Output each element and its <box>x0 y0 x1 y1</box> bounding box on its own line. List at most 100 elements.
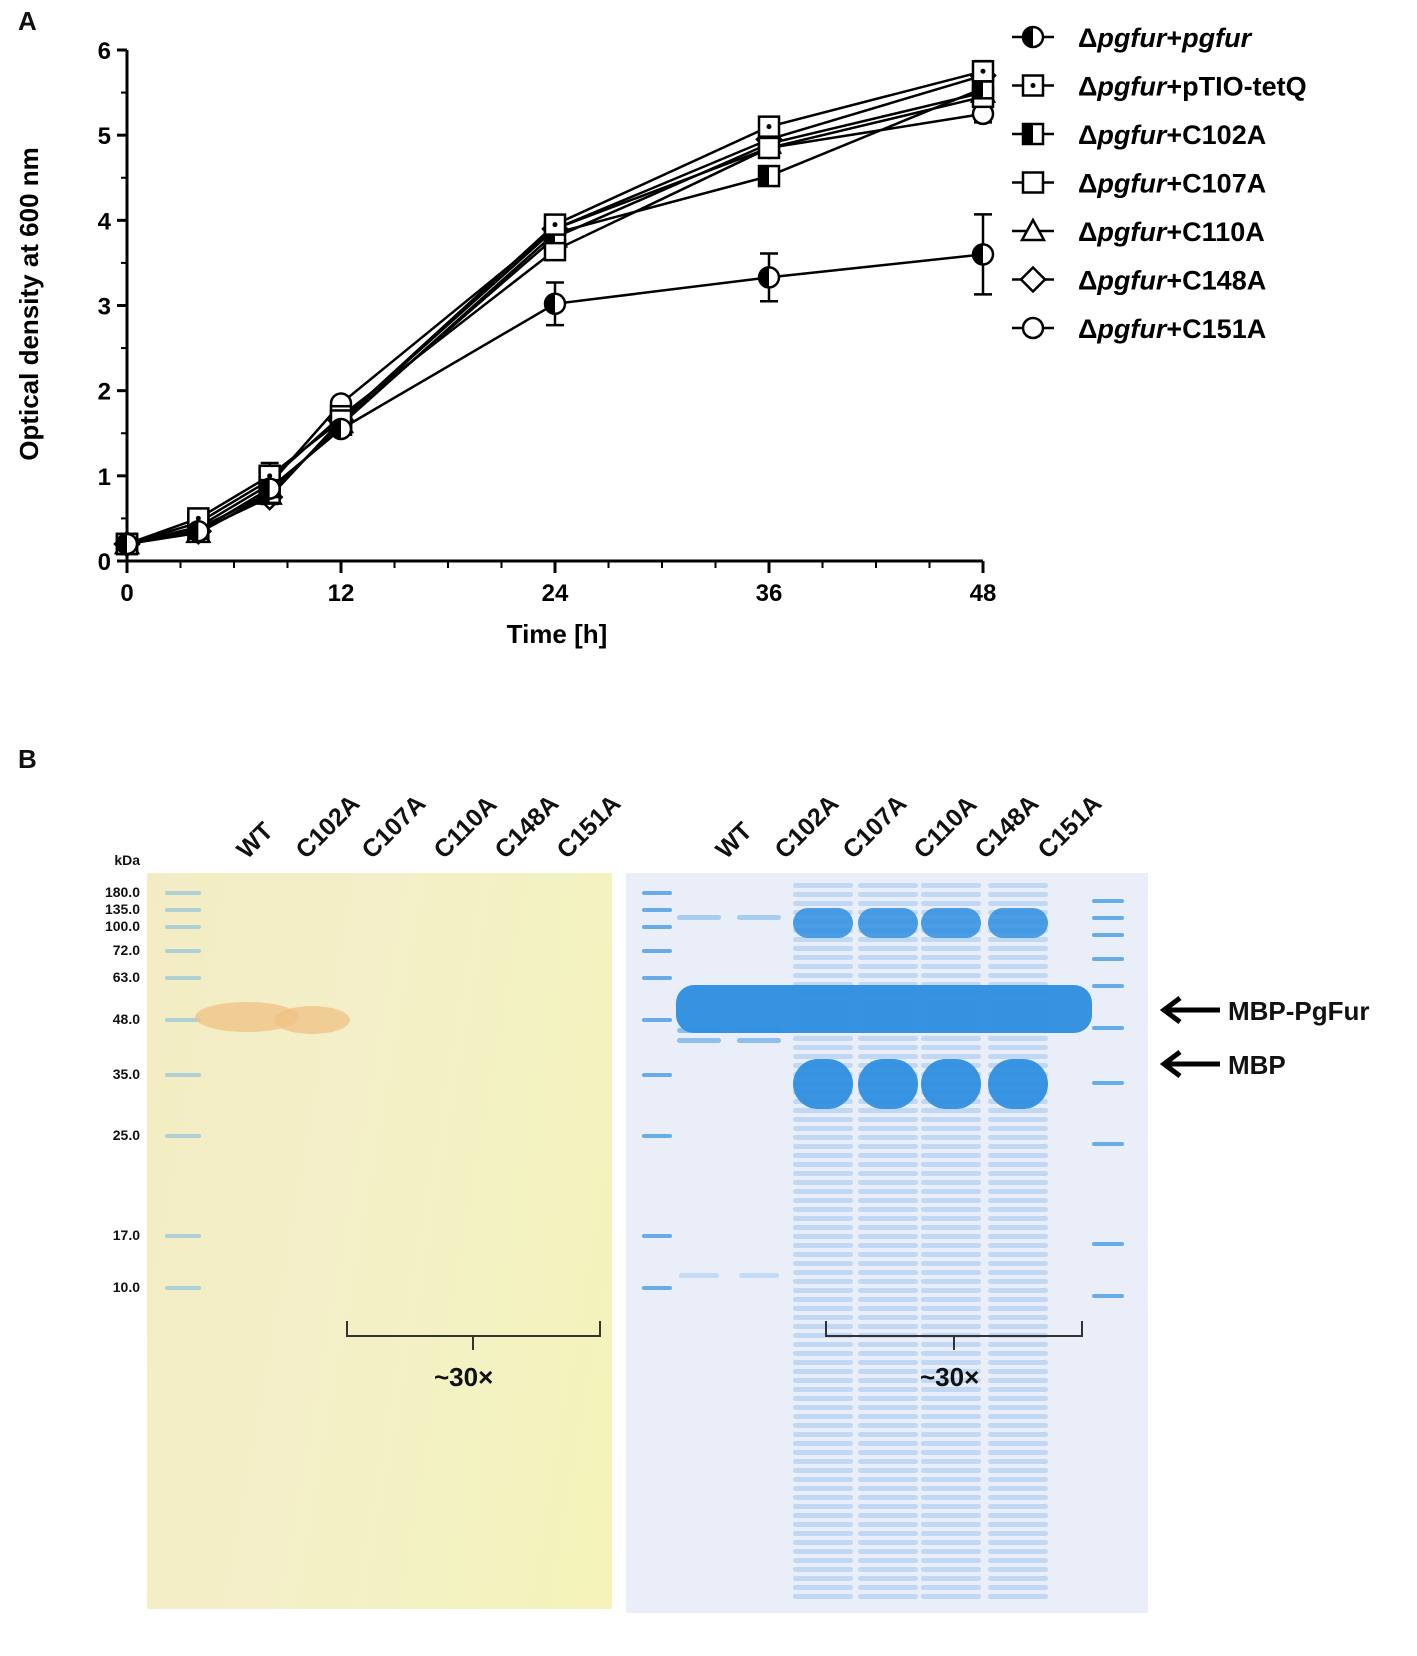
ladder-band-left <box>642 1234 672 1238</box>
smear-band <box>858 1567 918 1572</box>
smear-band <box>793 1045 853 1050</box>
mbp-band <box>858 1059 918 1109</box>
smear-band <box>858 1342 918 1347</box>
smear-band <box>858 1261 918 1266</box>
smear-band <box>921 1504 981 1509</box>
smear-band <box>988 1504 1048 1509</box>
x-tick-label: 48 <box>970 580 997 607</box>
smear-band <box>858 946 918 951</box>
smear-band <box>793 1432 853 1437</box>
smear-band <box>988 1423 1048 1428</box>
smear-band <box>793 1486 853 1491</box>
smear-band <box>988 1153 1048 1158</box>
smear-band <box>988 1234 1048 1239</box>
smear-band <box>793 1279 853 1284</box>
smear-band <box>921 1171 981 1176</box>
smear-band <box>988 1207 1048 1212</box>
smear-band <box>988 1459 1048 1464</box>
smear-band <box>793 964 853 969</box>
smear-band <box>858 1135 918 1140</box>
smear-band <box>921 1594 981 1599</box>
smear-band <box>921 946 981 951</box>
smear-band <box>858 1117 918 1122</box>
legend-item: Δpgfur+C151A <box>1012 314 1266 344</box>
smear-band <box>921 1270 981 1275</box>
smear-band <box>858 1144 918 1149</box>
smear-band <box>988 1558 1048 1563</box>
smear-band <box>858 1207 918 1212</box>
smear-band <box>921 1405 981 1410</box>
fold-label-right: ~30× <box>920 1362 980 1392</box>
kda-marker-180.0: 180.0 <box>104 884 140 900</box>
legend-label-5: Δpgfur+C148A <box>1078 266 1266 296</box>
smear-band <box>921 973 981 978</box>
y-tick-label: 2 <box>98 379 111 406</box>
smear-band <box>858 1153 918 1158</box>
smear-band <box>988 1540 1048 1545</box>
smear-band <box>921 1207 981 1212</box>
smear-band <box>921 1324 981 1329</box>
smear-band <box>921 1432 981 1437</box>
arrow-mbp-pgfur-icon <box>1159 996 1220 1024</box>
marker-dot <box>267 473 273 479</box>
kda-marker-35.0: 35.0 <box>112 1066 140 1082</box>
smear-band <box>793 1216 853 1221</box>
marker-half-fill <box>545 293 555 314</box>
smear-band <box>793 1180 853 1185</box>
smear-band <box>793 1108 853 1113</box>
y-tick-label: 5 <box>98 123 111 150</box>
smear-band <box>858 1270 918 1275</box>
smear-band <box>793 892 853 897</box>
smear-band <box>921 1225 981 1230</box>
data-point <box>757 266 781 289</box>
smear-band <box>793 1207 853 1212</box>
smear-band <box>988 1477 1048 1482</box>
smear-band <box>793 1594 853 1599</box>
smear-band <box>988 1441 1048 1446</box>
iron-stained-gel <box>147 873 612 1609</box>
series-line-6 <box>126 112 984 546</box>
chart-legend: Δpgfur+pgfur Δpgfur+pTIO-tetQ Δpgfur+C102A… <box>1012 23 1307 344</box>
smear-band <box>988 1306 1048 1311</box>
smear-band <box>793 1036 853 1041</box>
marker-dot <box>195 515 201 521</box>
smear-band <box>921 901 981 906</box>
smear-band <box>988 1360 1048 1365</box>
smear-band <box>921 1216 981 1221</box>
smear-band <box>793 1504 853 1509</box>
smear-band <box>793 1126 853 1131</box>
smear-band <box>988 1216 1048 1221</box>
smear-band <box>793 1135 853 1140</box>
smear-band <box>793 1144 853 1149</box>
smear-band <box>793 1450 853 1455</box>
legend-item: Δpgfur+C107A <box>1012 169 1266 199</box>
right-lane-label-wt: WT <box>710 817 758 865</box>
smear-band <box>858 1360 918 1365</box>
legend-label-4: Δpgfur+C110A <box>1078 217 1265 247</box>
smear-band <box>793 1360 853 1365</box>
smear-band <box>921 1117 981 1122</box>
smear-band <box>988 1189 1048 1194</box>
kda-unit-label: kDa <box>114 852 140 868</box>
smear-band <box>793 1567 853 1572</box>
smear-band <box>858 1468 918 1473</box>
smear-band <box>988 1486 1048 1491</box>
marker-diamond <box>1019 265 1047 294</box>
smear-band <box>988 1378 1048 1383</box>
smear-band <box>858 1441 918 1446</box>
smear-band <box>793 1297 853 1302</box>
smear-band <box>921 1297 981 1302</box>
kda-marker-48.0: 48.0 <box>112 1011 140 1027</box>
legend-item: Δpgfur+C102A <box>1012 120 1266 150</box>
smear-band <box>858 1171 918 1176</box>
smear-band <box>921 1441 981 1446</box>
ladder-band-right <box>1092 957 1124 961</box>
smear-band <box>793 1441 853 1446</box>
smear-band <box>858 1306 918 1311</box>
kda-marker-135.0: 135.0 <box>104 901 140 917</box>
smear-band <box>921 1126 981 1131</box>
smear-band <box>793 1405 853 1410</box>
smear-band <box>793 901 853 906</box>
smear-band <box>858 1486 918 1491</box>
